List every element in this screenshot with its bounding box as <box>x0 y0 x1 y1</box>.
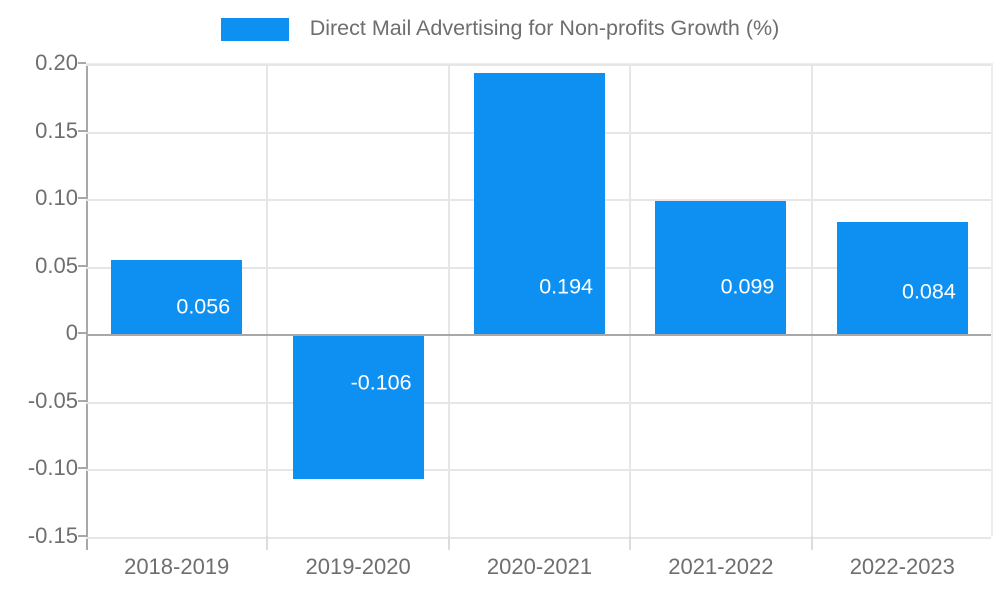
y-axis-tick-mark <box>78 129 86 132</box>
bar[interactable] <box>655 201 787 336</box>
y-axis-tick-label: -0.05 <box>27 387 78 413</box>
plot-area: 0.056 -0.106 0.194 0.099 0.084 <box>86 63 993 539</box>
bar[interactable] <box>836 221 968 336</box>
plot-inner: 0.056 -0.106 0.194 0.099 0.084 <box>86 64 991 539</box>
x-axis-tick-label: 2020-2021 <box>486 554 593 579</box>
y-axis-tick-mark <box>78 535 86 537</box>
gridline-horizontal <box>86 537 991 539</box>
bar[interactable] <box>292 335 424 479</box>
gridline-horizontal <box>86 401 991 404</box>
y-axis-line <box>86 63 88 550</box>
bar[interactable] <box>111 259 243 336</box>
y-axis-tick-label: 0.15 <box>35 117 78 143</box>
y-axis-tick-mark <box>78 467 86 470</box>
x-axis-tick-mark <box>266 536 269 550</box>
y-axis-tick-mark <box>78 332 86 335</box>
y-axis-tick-label: -0.15 <box>27 523 78 548</box>
x-axis-tick-mark <box>447 536 450 550</box>
bar-value-label: 0.084 <box>901 279 956 304</box>
x-axis-tick-mark <box>810 536 813 550</box>
bar[interactable] <box>474 73 605 336</box>
y-axis-tick-mark <box>78 197 86 200</box>
y-axis-tick-label: 0.20 <box>35 50 78 75</box>
gridline-vertical <box>629 65 632 538</box>
bar-value-label: 0.056 <box>176 293 231 318</box>
x-axis-tick-label: 2018-2019 <box>124 554 230 579</box>
y-axis-tick-mark <box>78 399 86 402</box>
y-axis-tick-label: 0.05 <box>35 252 78 278</box>
y-axis-ticks: 0.20 0.15 0.10 0.05 0 -0.05 -0.10 -0.15 <box>0 0 86 600</box>
bar-value-label: 0.194 <box>539 274 593 299</box>
y-axis-tick-mark <box>78 264 86 267</box>
gridline-horizontal <box>86 469 991 472</box>
zero-line <box>86 334 991 337</box>
gridline-horizontal <box>86 64 991 66</box>
chart-legend: Direct Mail Advertising for Non-profits … <box>0 10 1000 48</box>
legend-label: Direct Mail Advertising for Non-profits … <box>309 16 780 41</box>
bar-value-label: -0.106 <box>350 370 412 395</box>
legend-color-swatch <box>220 17 289 41</box>
bar-value-label: 0.099 <box>720 274 775 299</box>
x-axis-tick-mark <box>629 536 632 550</box>
gridline-vertical <box>447 65 450 538</box>
y-axis-tick-label: -0.10 <box>27 455 78 481</box>
y-axis-tick-mark <box>78 62 86 64</box>
x-axis-tick-label: 2019-2020 <box>305 554 411 579</box>
gridline-vertical <box>266 65 269 538</box>
y-axis-tick-label: 0.10 <box>35 185 78 211</box>
x-axis-tick-label: 2022-2023 <box>849 554 955 579</box>
legend-item[interactable]: Direct Mail Advertising for Non-profits … <box>220 16 780 41</box>
gridline-vertical <box>810 65 813 538</box>
y-axis-tick-label: 0 <box>65 320 78 346</box>
x-axis-tick-label: 2021-2022 <box>668 554 774 579</box>
